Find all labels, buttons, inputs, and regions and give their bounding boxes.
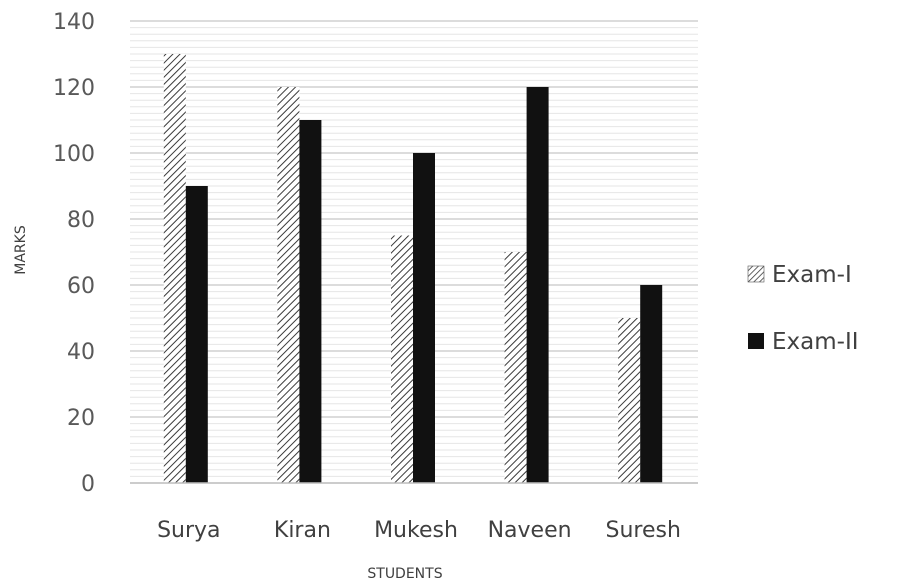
bar-kiran-exam-i: [277, 87, 300, 483]
x-axis-ticks: Surya Kiran Mukesh Naveen Suresh: [157, 518, 681, 543]
x-tick-label: Mukesh: [374, 518, 458, 543]
y-axis-ticks: 0 20 40 60 80 100 120 140: [53, 10, 95, 497]
y-tick-label: 120: [53, 76, 95, 101]
bars: [130, 54, 698, 484]
y-tick-label: 80: [67, 208, 95, 233]
x-tick-label: Surya: [157, 518, 220, 543]
x-tick-label: Suresh: [605, 518, 680, 543]
y-tick-label: 0: [81, 472, 95, 497]
bar-surya-exam-i: [163, 54, 186, 483]
legend-label-exam-1: Exam-I: [772, 262, 852, 288]
bar-naveen-exam-i: [504, 252, 527, 483]
y-tick-label: 20: [67, 406, 95, 431]
x-tick-label: Naveen: [488, 518, 572, 543]
bar-mukesh-exam-ii: [413, 153, 435, 483]
x-tick-label: Kiran: [274, 518, 331, 543]
legend: Exam-I Exam-II: [747, 262, 859, 355]
legend-label-exam-2: Exam-II: [772, 329, 859, 355]
legend-swatch-exam-1: [747, 265, 765, 283]
y-tick-label: 100: [53, 142, 95, 167]
bar-suresh-exam-ii: [640, 285, 663, 483]
y-axis-title: MARKS: [13, 225, 29, 275]
legend-swatch-exam-2: [748, 333, 764, 349]
y-tick-label: 140: [53, 10, 95, 35]
y-tick-label: 60: [67, 274, 95, 299]
bar-surya-exam-ii: [185, 186, 208, 483]
x-axis-title: STUDENTS: [367, 566, 442, 582]
bar-suresh-exam-i: [618, 318, 641, 483]
bar-naveen-exam-ii: [526, 87, 549, 483]
y-tick-label: 40: [67, 340, 95, 365]
bar-mukesh-exam-i: [391, 235, 413, 483]
bar-kiran-exam-ii: [299, 120, 322, 483]
